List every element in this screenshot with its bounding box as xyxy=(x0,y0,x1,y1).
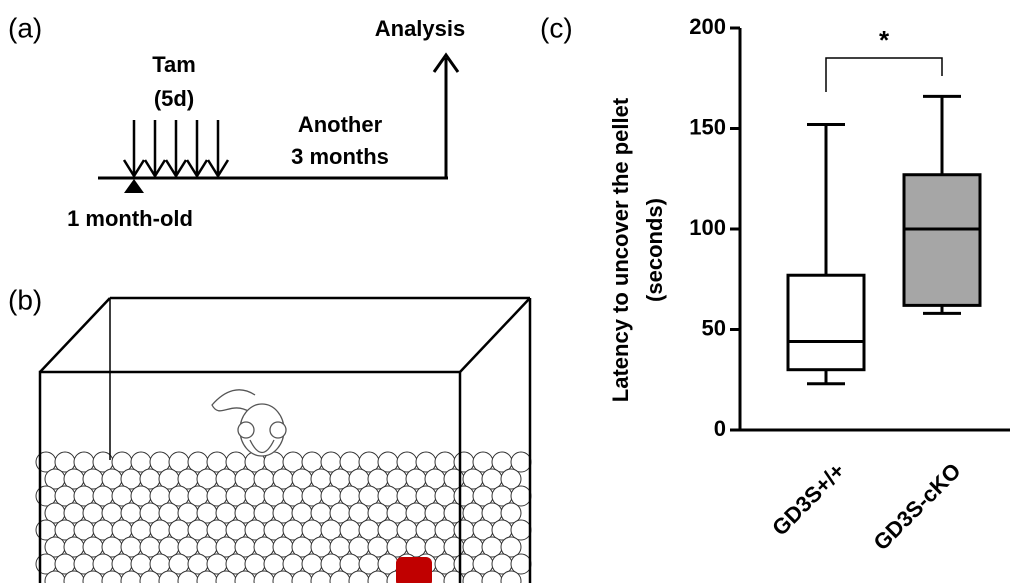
cage-edge xyxy=(460,298,530,372)
panel-label: (b) xyxy=(8,284,42,315)
y-tick-label: 50 xyxy=(702,315,726,340)
figure: (a) Tam (5d) Analysis Another 3 months 1… xyxy=(0,0,1011,583)
panel-label: (c) xyxy=(540,12,573,43)
start-label: 1 month-old xyxy=(67,206,193,231)
start-marker xyxy=(124,179,144,193)
y-axis-label: (seconds) xyxy=(642,198,667,302)
arrow xyxy=(187,120,207,176)
analysis-label: Analysis xyxy=(375,16,466,41)
pellet xyxy=(396,557,432,583)
arrow xyxy=(166,120,186,176)
box xyxy=(904,175,980,306)
significance-label: * xyxy=(879,25,890,55)
duration: (5d) xyxy=(154,86,194,111)
y-tick-label: 150 xyxy=(689,114,726,139)
ear xyxy=(238,422,254,438)
mouse xyxy=(212,390,286,456)
x-tick-label: GD3S-cKO xyxy=(868,458,965,555)
ear xyxy=(270,422,286,438)
arrow xyxy=(145,120,165,176)
arrow xyxy=(208,120,228,176)
injection-arrows xyxy=(124,120,228,176)
interval: 3 months xyxy=(291,144,389,169)
box xyxy=(788,275,864,369)
y-tick-label: 100 xyxy=(689,215,726,240)
interval: Another xyxy=(298,112,383,137)
treatment: Tam xyxy=(152,52,196,77)
cage-edge xyxy=(40,298,110,372)
box-plot: 0 50 100 150 200 Latency to uncover the pelle… xyxy=(608,14,1010,555)
y-axis-label: Latency to uncover the pellet xyxy=(608,97,633,402)
significance-bracket xyxy=(826,58,942,92)
x-tick-label: GD3S+/+ xyxy=(767,458,850,541)
bedding xyxy=(36,452,531,583)
y-tick-label: 200 xyxy=(689,14,726,39)
arrow xyxy=(124,120,144,176)
panel-label: (a) xyxy=(8,12,42,43)
y-tick-label: 0 xyxy=(714,416,726,441)
